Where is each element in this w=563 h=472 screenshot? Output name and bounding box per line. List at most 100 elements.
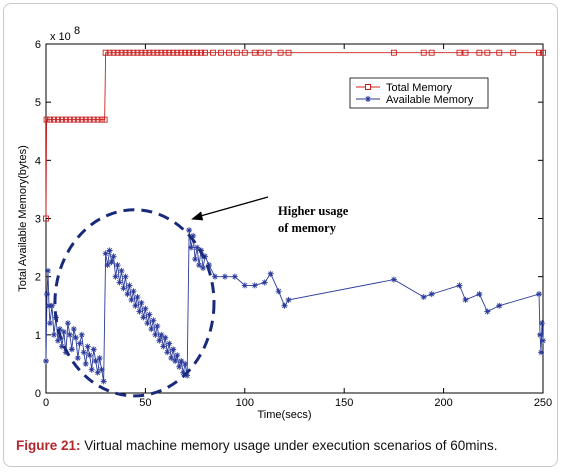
total-memory-point [496,49,503,56]
available-memory-point [112,273,119,280]
total-memory-point [51,116,57,123]
available-memory-point [184,372,191,379]
total-memory-point [126,49,133,56]
available-memory-point [136,308,143,315]
available-memory-point [114,262,121,269]
total-memory-point [462,49,469,56]
total-memory-point [540,49,546,56]
total-memory-point [150,49,157,56]
total-memory-point [66,116,73,123]
total-memory-point [130,49,137,56]
total-memory-point [43,116,50,123]
y-axis-exponent: x 10 [50,31,71,43]
available-memory-point [54,337,61,344]
available-memory-point [154,323,161,330]
available-memory-point [160,343,167,350]
total-memory-point [428,49,435,56]
total-memory-point [110,49,117,56]
available-memory-point [231,273,238,280]
total-memory-point [94,116,101,123]
available-memory-point [70,326,77,333]
available-memory-point [88,366,95,373]
available-memory-point [122,273,129,280]
total-memory-point [70,116,77,123]
available-memory-point [162,334,169,341]
available-memory-point [156,337,163,344]
total-memory-point [134,49,141,56]
available-memory-point [211,273,218,280]
available-memory-point [194,244,201,251]
available-memory-point [108,259,115,266]
total-memory-point [118,49,125,56]
available-memory-point [43,291,50,298]
available-memory-point [188,244,195,251]
available-memory-point [200,264,207,271]
available-memory-point [92,358,99,365]
available-memory-point [484,308,491,315]
total-memory-point [390,49,397,56]
x-axis-label: Time(secs) [258,409,312,421]
available-memory-point [241,282,248,289]
total-memory-point [102,49,109,56]
available-memory-point [102,250,109,257]
x-tick-label: 250 [534,397,552,409]
available-memory-point [146,311,153,318]
available-memory-point [74,355,81,362]
total-memory-point [62,116,69,123]
total-memory-point [217,49,224,56]
y-tick-label: 2 [35,272,41,284]
available-memory-point [539,320,546,327]
available-memory-point [390,276,397,283]
available-memory-point [537,331,544,338]
total-memory-point [106,49,113,56]
available-memory-point [281,302,288,309]
available-memory-point [261,279,268,286]
available-memory-point [96,355,103,362]
available-memory-point [538,349,545,356]
annotation-arrow-head [191,211,204,221]
available-memory-point [72,334,79,341]
available-memory-point [196,262,203,269]
total-memory-point [210,49,216,56]
y-tick-label: 6 [35,39,41,51]
available-memory-point [180,369,187,376]
total-memory-point [277,49,284,56]
total-memory-point [146,49,153,56]
available-memory-point [168,355,175,362]
available-memory-point [148,326,155,333]
available-memory-point [128,296,135,303]
total-memory-point [166,49,173,56]
available-memory-point [110,253,117,260]
available-memory-point [251,282,258,289]
total-memory-point [54,116,61,123]
total-memory-point [536,49,542,56]
available-memory-point [82,360,89,367]
available-memory-point [48,302,55,309]
available-memory-point [536,291,543,298]
total-memory-point [202,49,208,56]
total-memory-point [456,49,463,56]
y-tick-label: 3 [35,214,41,226]
available-memory-point [540,337,546,344]
y-tick-label: 1 [35,330,41,342]
available-memory-point [174,352,181,359]
available-memory-point [124,291,131,298]
available-memory-point [56,326,63,333]
total-memory-point [257,49,264,56]
total-memory-point [98,116,105,123]
total-memory-point [251,49,258,56]
available-memory-point [43,358,49,365]
available-memory-point [420,294,427,301]
total-memory-point [178,49,185,56]
available-memory-point [132,302,139,309]
available-memory-point [58,343,65,350]
y-axis-exponent-power: 8 [74,25,80,37]
available-memory-point [170,346,177,353]
legend-marker [365,96,371,102]
available-memory-point [176,363,183,370]
y-tick-label: 4 [35,155,41,167]
available-memory-point [90,346,97,353]
total-memory-point [186,49,193,56]
total-memory-point [58,116,65,123]
